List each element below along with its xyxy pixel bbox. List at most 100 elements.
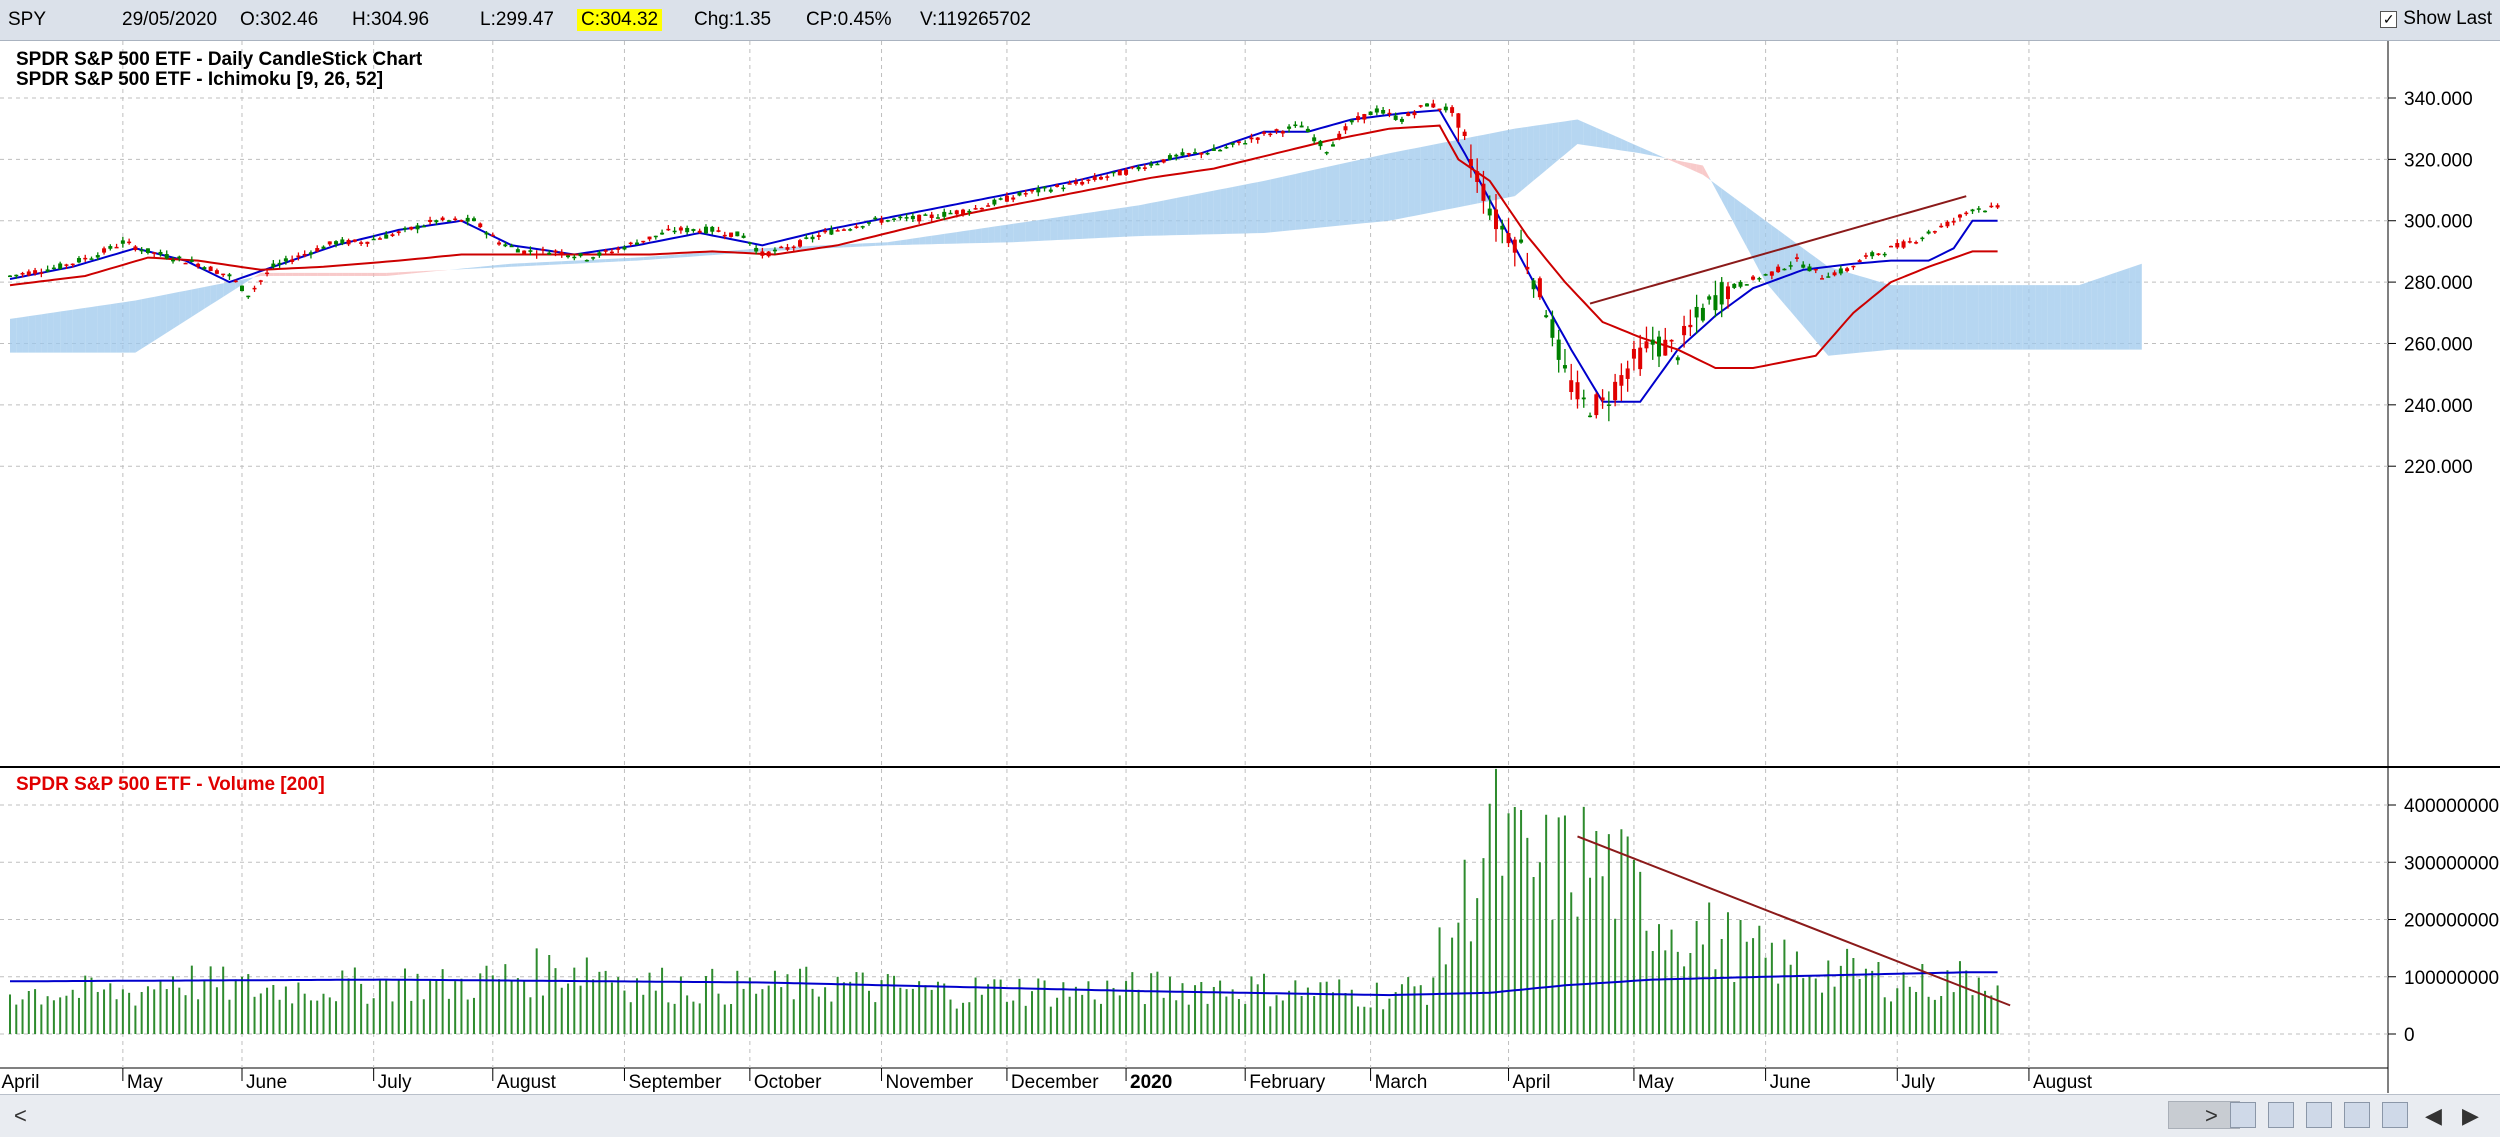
candle-down	[697, 230, 702, 233]
candle-up	[1738, 281, 1743, 287]
ichimoku-cloud-bear	[273, 272, 280, 276]
ichimoku-cloud-bear	[1684, 161, 1691, 170]
candle-down	[1468, 159, 1473, 166]
ichimoku-cloud-bull	[981, 227, 989, 243]
zoom-in-icon[interactable]	[2230, 1102, 2256, 1128]
last-page-icon[interactable]	[2382, 1102, 2408, 1128]
ichimoku-cloud-bull	[1408, 148, 1415, 218]
ichimoku-cloud-bull	[1959, 285, 1967, 350]
ichimoku-cloud-bear	[254, 272, 261, 278]
candle-up	[1425, 103, 1430, 107]
ichimoku-cloud-bull	[1088, 211, 1095, 239]
ichimoku-cloud-bull	[1953, 285, 1960, 350]
fit-icon[interactable]	[2306, 1102, 2332, 1128]
zoom-out-icon[interactable]	[2268, 1102, 2294, 1128]
ichimoku-cloud-bull	[1571, 119, 1578, 150]
candle-up	[1374, 108, 1379, 113]
candle-down	[1901, 241, 1906, 248]
ichimoku-cloud-bull	[204, 285, 211, 309]
scroll-left-arrow[interactable]: <	[14, 1103, 27, 1128]
candle-down	[628, 242, 633, 245]
candle-down	[1688, 324, 1693, 328]
ichimoku-cloud-bull	[1169, 198, 1177, 236]
time-tick-label: February	[1249, 1072, 1326, 1093]
ichimoku-cloud-bull	[191, 288, 199, 317]
ichimoku-cloud-bull	[693, 252, 700, 257]
ichimoku-cloud-bull	[2116, 270, 2123, 350]
candle-down	[196, 263, 201, 267]
ichimoku-cloud-bull	[868, 242, 876, 247]
candle-down	[666, 228, 671, 231]
candle-up	[572, 256, 577, 259]
candle-down	[879, 219, 884, 223]
ichimoku-cloud-bull	[1401, 149, 1409, 219]
candle-up	[1519, 239, 1524, 243]
ichimoku-cloud-bull	[1025, 221, 1033, 242]
ichimoku-cloud-bull	[1853, 274, 1860, 354]
chart-area[interactable]: 340.000 320.000 300.000 280.000 260.000 240.0…	[0, 41, 2500, 1093]
ichimoku-cloud-bull	[1633, 144, 1641, 154]
ichimoku-cloud-bull	[72, 308, 79, 353]
ichimoku-cloud-bull	[912, 237, 920, 245]
candle-up	[885, 220, 890, 222]
ichimoku-cloud-bull	[555, 261, 562, 265]
ichimoku-cloud-bull	[2041, 285, 2048, 350]
price-tick-label: 300.000	[2404, 212, 2473, 233]
ichimoku-cloud-bull	[1972, 285, 1979, 350]
candle-up	[1920, 237, 1925, 240]
tenkan-line	[9, 109, 1998, 403]
ichimoku-cloud-bull	[1119, 207, 1127, 237]
scroll-forward-arrow-icon[interactable]: ▶	[2462, 1103, 2479, 1128]
time-scrollbar[interactable]: < > ◀ ▶	[0, 1094, 2500, 1137]
candle-up	[446, 220, 451, 222]
candle-down	[1030, 189, 1035, 192]
show-last-toggle[interactable]: ✓ Show Last	[2380, 8, 2492, 30]
candle-up	[1299, 125, 1304, 128]
candle-down	[114, 246, 119, 249]
ichimoku-cloud-bull	[1997, 285, 2004, 350]
candle-up	[923, 214, 928, 216]
ichimoku-cloud-bull	[1195, 193, 1202, 235]
ichimoku-cloud-bull	[2054, 285, 2061, 350]
candle-down	[1832, 272, 1837, 276]
scroll-back-arrow-icon[interactable]: ◀	[2425, 1103, 2442, 1128]
ichimoku-cloud-bull	[1094, 210, 1101, 239]
change-pct-label: CP:0.45%	[806, 9, 892, 30]
ichimoku-cloud-bull	[1608, 133, 1616, 150]
candle-up	[967, 210, 972, 213]
ichimoku-cloud-bull	[28, 315, 36, 353]
candle-up	[672, 230, 677, 233]
candle-down	[1142, 167, 1147, 169]
candle-up	[164, 254, 169, 259]
candle-down	[26, 271, 31, 276]
volume-chart-title: SPDR S&P 500 ETF - Volume [200]	[16, 774, 325, 795]
candle-up	[1180, 152, 1185, 156]
ichimoku-cloud-bull	[1909, 285, 1917, 350]
first-page-icon[interactable]	[2344, 1102, 2370, 1128]
ichimoku-cloud-bull	[1000, 224, 1007, 243]
ichimoku-cloud-bull	[536, 262, 543, 266]
candle-up	[1694, 306, 1699, 318]
ichimoku-cloud-bear	[430, 270, 437, 272]
ichimoku-cloud-bull	[1495, 131, 1503, 200]
ichimoku-cloud-bull	[210, 284, 217, 305]
scroll-thumb[interactable]	[2168, 1101, 2240, 1129]
candle-up	[1443, 106, 1448, 111]
ichimoku-cloud-bull	[975, 228, 982, 244]
candle-down	[1437, 108, 1442, 111]
ichimoku-cloud-bull	[2072, 285, 2080, 350]
ichimoku-cloud-bull	[91, 306, 98, 353]
candle-up	[89, 258, 94, 260]
ichimoku-cloud-bear	[386, 272, 393, 276]
candle-up	[1193, 152, 1198, 154]
candle-down	[791, 246, 796, 249]
candle-up	[1719, 282, 1724, 305]
candle-up	[1556, 339, 1561, 360]
ichimoku-cloud-bull	[2110, 272, 2117, 350]
ichimoku-cloud-bull	[1746, 206, 1754, 259]
ichimoku-cloud-bull	[448, 269, 456, 270]
scroll-right-arrow[interactable]: >	[2205, 1103, 2218, 1128]
show-last-checkbox[interactable]: ✓	[2380, 10, 2398, 28]
ichimoku-cloud-bull	[1082, 212, 1089, 239]
candle-down	[1343, 126, 1348, 131]
